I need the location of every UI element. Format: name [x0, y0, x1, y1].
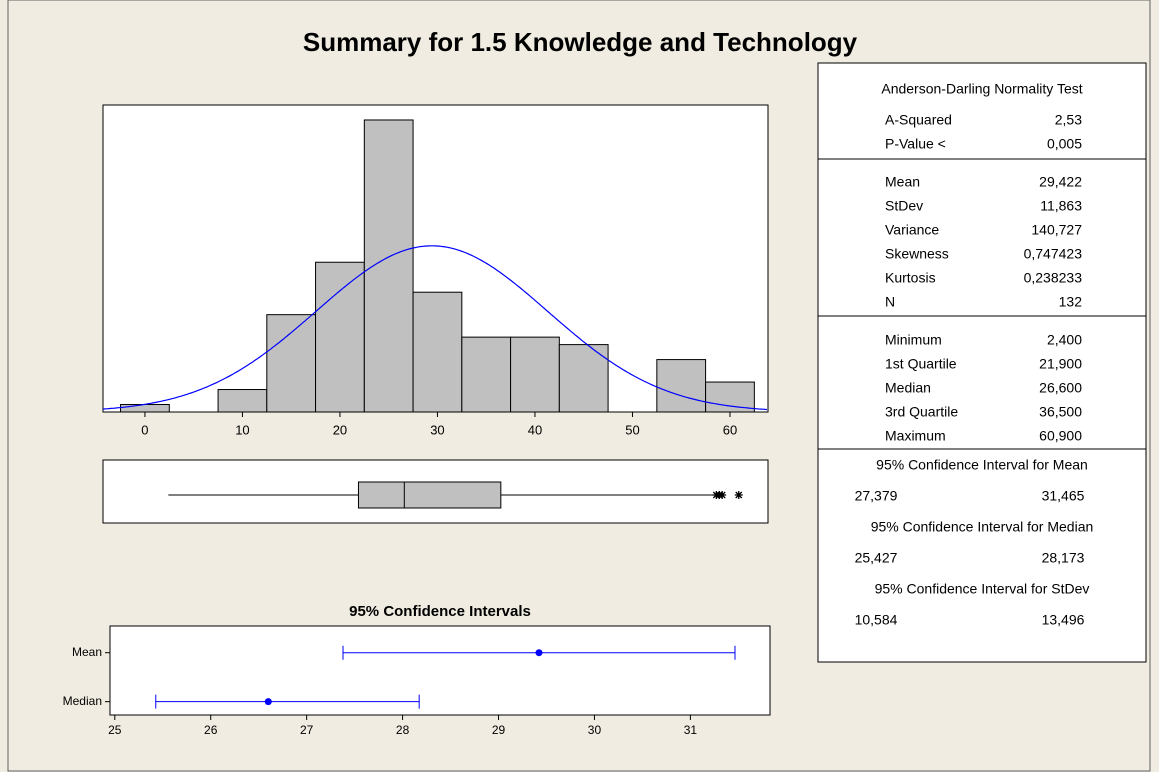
x-tick-label: 27: [300, 723, 314, 737]
x-tick-label: 30: [430, 422, 444, 437]
estimate-point: [535, 649, 543, 657]
box: [357, 481, 502, 509]
estimate-point: [264, 698, 272, 706]
stat-value: 0,747423: [1024, 246, 1083, 262]
interval-bar: [155, 694, 420, 709]
stat-value: 60,900: [1039, 428, 1082, 444]
interval-low: 10,584: [855, 612, 898, 628]
bar: [120, 404, 170, 413]
bar: [510, 336, 560, 413]
stat-label: N: [885, 294, 895, 310]
interval-title: 95% Confidence Interval for StDev: [875, 581, 1090, 597]
interval-high: 13,496: [1042, 612, 1085, 628]
stat-label: StDev: [885, 198, 923, 214]
interval-low: 27,379: [855, 488, 898, 504]
x-tick-label: 10: [235, 422, 249, 437]
stat-value: 2,53: [1055, 112, 1082, 128]
stat-value: 26,600: [1039, 380, 1082, 396]
x-tick-label: 29: [492, 723, 506, 737]
stat-value: 36,500: [1039, 404, 1082, 420]
stat-value: 29,422: [1039, 174, 1082, 190]
stat-value: 2,400: [1047, 332, 1082, 348]
stat-label: Kurtosis: [885, 270, 936, 286]
stat-value: 11,863: [1040, 198, 1082, 214]
interval-high: 28,173: [1042, 550, 1085, 566]
y-tick-label: Mean: [72, 645, 102, 659]
y-tick-label: Median: [63, 694, 102, 708]
stat-value: 0,238233: [1024, 270, 1083, 286]
bar: [461, 336, 512, 413]
bar: [412, 291, 463, 413]
bar: [217, 389, 268, 413]
ci-title: 95% Confidence Intervals: [349, 603, 531, 620]
stat-label: Skewness: [885, 246, 949, 262]
bar: [315, 261, 365, 413]
stat-label: Variance: [885, 222, 939, 238]
stat-label: Mean: [885, 174, 920, 190]
x-tick-label: 28: [396, 723, 410, 737]
bar: [558, 344, 609, 413]
stat-label: Median: [885, 380, 931, 396]
stat-value: 132: [1059, 294, 1083, 310]
stat-label: 3rd Quartile: [885, 404, 958, 420]
interval-high: 31,465: [1042, 488, 1085, 504]
bar: [705, 381, 755, 413]
outlier: [734, 491, 743, 499]
plot-area: [109, 625, 771, 716]
x-tick-label: 26: [204, 723, 218, 737]
interval-low: 25,427: [855, 550, 898, 566]
stat-value: 21,900: [1039, 356, 1082, 372]
summary-table: [817, 62, 1147, 663]
interval-title: 95% Confidence Interval for Mean: [876, 457, 1088, 473]
x-tick-label: 25: [108, 723, 122, 737]
bar: [266, 314, 317, 413]
bar: [363, 119, 414, 413]
stat-label: A-Squared: [885, 112, 952, 128]
bar: [656, 359, 707, 413]
section-title: Anderson-Darling Normality Test: [881, 81, 1082, 97]
stat-label: Minimum: [885, 332, 942, 348]
x-tick-label: 30: [588, 723, 602, 737]
stat-label: Maximum: [885, 428, 946, 444]
stat-label: P-Value <: [885, 136, 946, 152]
outlier: [718, 491, 727, 499]
x-tick-label: 20: [333, 422, 347, 437]
x-tick-label: 31: [684, 723, 698, 737]
stat-value: 140,727: [1031, 222, 1082, 238]
stat-value: 0,005: [1047, 136, 1082, 152]
chart-title: Summary for 1.5 Knowledge and Technology: [303, 27, 858, 57]
x-tick-label: 50: [625, 422, 639, 437]
normal-curve: [102, 245, 768, 411]
x-tick-label: 40: [528, 422, 542, 437]
interval-title: 95% Confidence Interval for Median: [871, 519, 1094, 535]
stat-label: 1st Quartile: [885, 356, 957, 372]
x-tick-label: 60: [723, 422, 737, 437]
x-tick-label: 0: [141, 422, 148, 437]
